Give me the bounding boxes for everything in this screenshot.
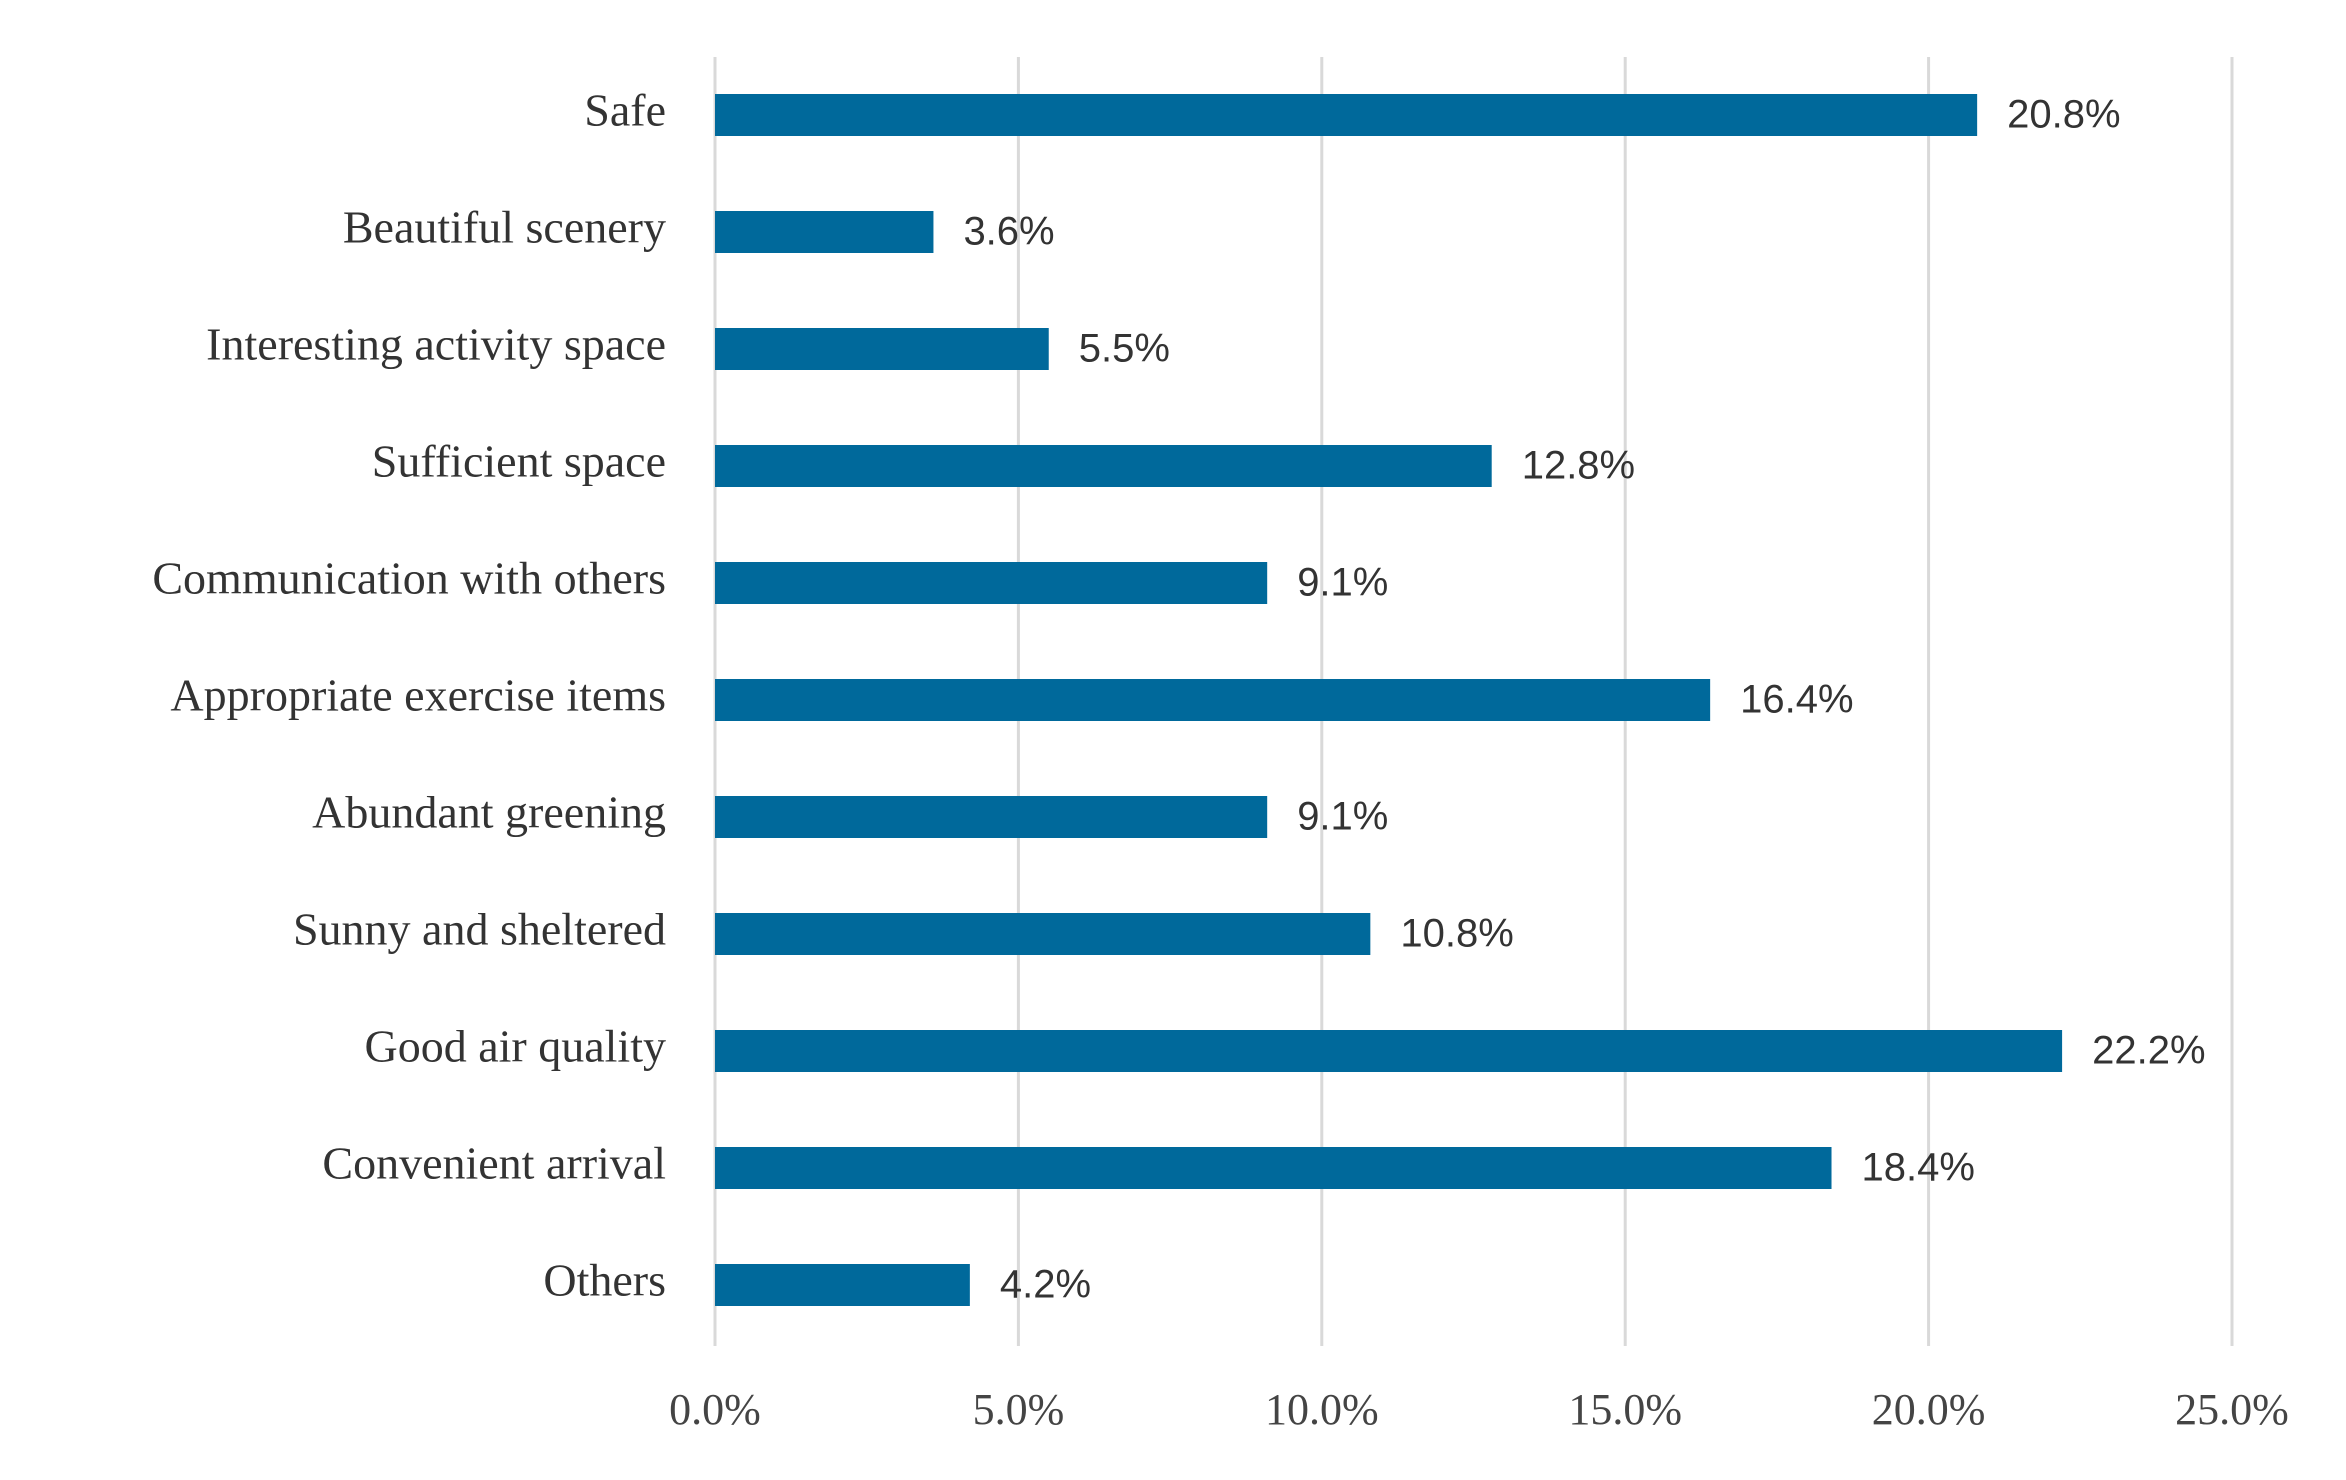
bar bbox=[715, 679, 1711, 721]
bar bbox=[715, 211, 934, 253]
y-tick-label: Abundant greening bbox=[312, 787, 666, 838]
bar bbox=[715, 445, 1492, 487]
y-tick-label: Others bbox=[543, 1255, 666, 1306]
bar bbox=[715, 94, 1978, 136]
y-tick-label: Communication with others bbox=[152, 553, 666, 604]
data-label: 18.4% bbox=[1862, 1146, 1975, 1190]
data-label: 9.1% bbox=[1297, 795, 1388, 839]
y-tick-label: Interesting activity space bbox=[206, 319, 666, 370]
bar bbox=[715, 562, 1268, 604]
y-tick-label: Appropriate exercise items bbox=[170, 670, 666, 721]
data-label: 4.2% bbox=[1000, 1263, 1091, 1307]
data-label: 12.8% bbox=[1522, 444, 1635, 488]
x-tick-label: 15.0% bbox=[1568, 1385, 1682, 1434]
y-tick-label: Sufficient space bbox=[372, 436, 666, 487]
x-tick-label: 25.0% bbox=[2175, 1385, 2289, 1434]
data-label: 5.5% bbox=[1079, 327, 1170, 371]
data-label: 22.2% bbox=[2092, 1029, 2205, 1073]
x-tick-label: 20.0% bbox=[1872, 1385, 1986, 1434]
data-label: 3.6% bbox=[963, 210, 1054, 254]
bar bbox=[715, 1264, 970, 1306]
x-tick-label: 5.0% bbox=[973, 1385, 1065, 1434]
bar bbox=[715, 1147, 1832, 1189]
data-label: 16.4% bbox=[1740, 678, 1853, 722]
bar bbox=[715, 328, 1049, 370]
x-tick-label: 0.0% bbox=[669, 1385, 761, 1434]
bar bbox=[715, 796, 1268, 838]
bar bbox=[715, 1030, 2063, 1072]
y-tick-label: Sunny and sheltered bbox=[293, 904, 666, 955]
y-tick-label: Beautiful scenery bbox=[343, 202, 666, 253]
x-tick-label: 10.0% bbox=[1265, 1385, 1379, 1434]
y-tick-label: Safe bbox=[584, 85, 666, 136]
data-label: 20.8% bbox=[2007, 93, 2120, 137]
data-label: 10.8% bbox=[1400, 912, 1513, 956]
y-tick-label: Good air quality bbox=[365, 1021, 667, 1072]
bar bbox=[715, 913, 1371, 955]
data-label: 9.1% bbox=[1297, 561, 1388, 605]
y-tick-label: Convenient arrival bbox=[322, 1138, 666, 1189]
